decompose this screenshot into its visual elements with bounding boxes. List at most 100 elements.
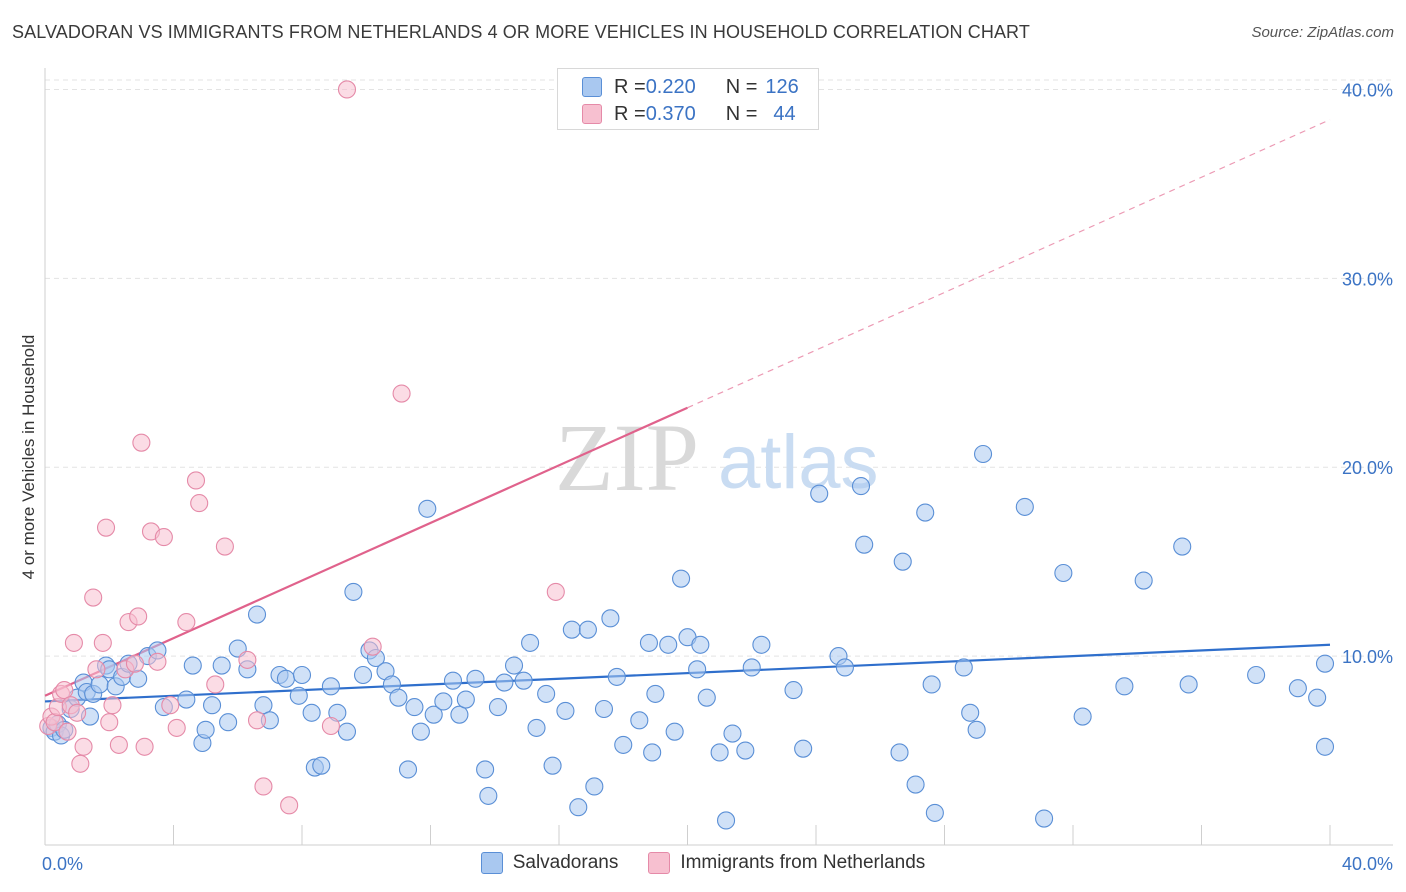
salvadorans-point: [450, 705, 469, 724]
salvadorans-point: [418, 499, 437, 518]
salvadorans-point: [659, 635, 678, 654]
salvadorans-point: [537, 684, 556, 703]
salvadorans-point: [646, 684, 665, 703]
salvadorans-point: [466, 669, 485, 688]
salvadorans-swatch: [582, 77, 602, 97]
legend-item-netherlands[interactable]: Immigrants from Netherlands: [648, 852, 925, 874]
netherlands-point: [129, 607, 148, 626]
salvadorans-point: [925, 803, 944, 822]
salvadorans-point: [578, 620, 597, 639]
netherlands-point: [186, 471, 206, 490]
salvadorans-point: [1134, 571, 1153, 590]
salvadorans-point: [1247, 665, 1266, 685]
netherlands-point: [68, 703, 87, 722]
salvadorans-point: [906, 775, 925, 794]
netherlands-point: [96, 518, 116, 537]
salvadorans-point: [607, 667, 626, 686]
salvadorans-point: [1315, 654, 1335, 673]
netherlands-point: [238, 650, 257, 669]
netherlands-point: [546, 582, 565, 601]
salvadorans-point: [90, 675, 109, 694]
salvadorans-point: [527, 718, 546, 737]
netherlands-point: [55, 681, 74, 700]
salvadorans-point: [742, 658, 761, 677]
salvadorans-point: [543, 756, 562, 775]
legend-row-netherlands: R = 0.370 N = 44: [582, 102, 796, 126]
salvadorans-point: [344, 582, 363, 601]
netherlands-point: [71, 754, 90, 773]
netherlands-point: [100, 713, 119, 732]
salvadorans-point: [479, 786, 498, 805]
salvadorans-point: [688, 660, 707, 679]
salvadorans-point: [691, 635, 710, 654]
salvadorans-point: [893, 552, 912, 571]
salvadorans-point: [177, 690, 196, 709]
watermark-atlas: atlas: [718, 420, 879, 505]
netherlands-point: [125, 654, 144, 673]
salvadorans-point: [1015, 497, 1034, 516]
salvadorans-point: [212, 656, 231, 675]
salvadorans-point: [710, 743, 729, 762]
r-value: 0.220: [645, 75, 696, 98]
salvadorans-point: [196, 720, 215, 739]
n-value: 44: [773, 102, 796, 125]
salvadorans-point: [1073, 707, 1092, 726]
gridlines: [45, 79, 1395, 657]
n-value: 126: [765, 75, 799, 98]
netherlands-legend-label: Immigrants from Netherlands: [680, 852, 926, 873]
salvadorans-point: [488, 698, 508, 717]
salvadorans-point: [697, 688, 716, 707]
salvadorans-point: [630, 711, 649, 730]
legend-item-salvadorans[interactable]: Salvadorans: [480, 852, 618, 874]
salvadorans-point: [434, 692, 453, 711]
salvadorans-point: [601, 609, 620, 628]
salvadorans-point: [784, 681, 803, 700]
y-tick-label: 10.0%: [1342, 647, 1393, 667]
salvadorans-point: [639, 633, 659, 652]
series-legend: Salvadorans Immigrants from Netherlands: [0, 852, 1406, 874]
netherlands-point: [154, 528, 173, 547]
salvadorans-point: [916, 503, 935, 522]
salvadorans-point: [752, 635, 771, 654]
source-label: Source: ZipAtlas.com: [1251, 24, 1394, 41]
salvadorans-point: [247, 605, 267, 624]
salvadorans-point: [405, 698, 424, 717]
salvadorans-point: [312, 756, 331, 775]
netherlands-point: [109, 735, 128, 754]
salvadorans-point: [456, 690, 475, 709]
netherlands-point: [254, 777, 273, 796]
salvadorans-point: [922, 675, 941, 694]
salvadorans-point: [614, 735, 633, 754]
salvadorans-point: [1173, 537, 1192, 556]
salvadorans-point: [794, 739, 813, 758]
netherlands-swatch: [582, 104, 602, 124]
salvadorans-point: [967, 720, 986, 739]
salvadorans-point: [411, 722, 430, 741]
salvadorans-point: [521, 633, 540, 652]
salvadorans-point: [562, 620, 581, 639]
salvadorans-point: [398, 760, 418, 779]
n-label: N =: [725, 102, 758, 125]
salvadorans-point: [643, 743, 662, 762]
netherlands-point: [84, 588, 103, 607]
salvadorans-point: [1315, 737, 1335, 756]
salvadorans-point: [476, 760, 495, 779]
y-tick-label: 20.0%: [1342, 458, 1393, 478]
salvadorans-legend-swatch: [480, 852, 503, 874]
y-tick-label: 40.0%: [1342, 80, 1393, 100]
salvadorans-point: [594, 699, 614, 719]
salvadorans-point: [672, 569, 691, 588]
watermark: ZIP atlas: [555, 404, 879, 511]
salvadorans-point: [810, 484, 829, 503]
r-value: 0.370: [645, 102, 696, 125]
salvadorans-point: [424, 705, 443, 724]
netherlands-point: [392, 384, 411, 403]
salvadorans-point: [276, 669, 295, 688]
salvadorans-point: [890, 743, 909, 762]
netherlands-point: [167, 718, 186, 737]
y-axis-label: 4 or more Vehicles in Household: [19, 335, 38, 580]
chart-title: SALVADORAN VS IMMIGRANTS FROM NETHERLAND…: [12, 22, 1030, 42]
n-label: N =: [725, 75, 758, 98]
netherlands-point: [132, 433, 151, 452]
salvadorans-point: [389, 688, 408, 707]
